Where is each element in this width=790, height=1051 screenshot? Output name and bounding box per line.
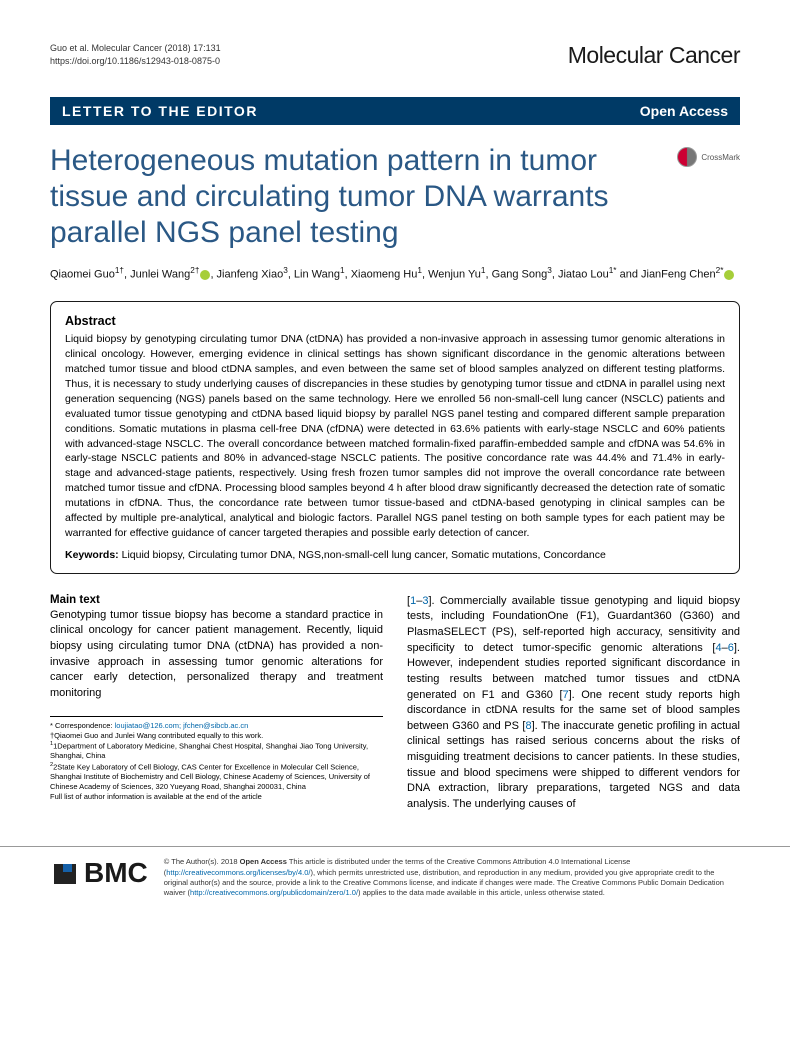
correspondence-emails[interactable]: loujiatao@126.com; jfchen@sibcb.ac.cn (115, 721, 249, 730)
doi-text: https://doi.org/10.1186/s12943-018-0875-… (50, 55, 221, 68)
abstract-text: Liquid biopsy by genotyping circulating … (65, 332, 725, 541)
journal-logo: Molecular Cancer (568, 42, 740, 69)
affiliation-2: 22State Key Laboratory of Cell Biology, … (50, 762, 383, 793)
orcid-icon[interactable] (724, 270, 734, 280)
keywords-text: Liquid biopsy, Circulating tumor DNA, NG… (122, 549, 606, 561)
open-access-label: Open Access (640, 103, 728, 119)
open-access-bold: Open Access (240, 857, 287, 866)
orcid-icon[interactable] (200, 270, 210, 280)
bmc-mark-icon (50, 858, 80, 888)
correspondence-footer: * Correspondence: loujiatao@126.com; jfc… (50, 716, 383, 803)
column-right: [1–3]. Commercially available tissue gen… (407, 594, 740, 813)
article-title: Heterogeneous mutation pattern in tumor … (50, 143, 677, 251)
correspondence-line: * Correspondence: loujiatao@126.com; jfc… (50, 721, 383, 731)
keywords-label: Keywords: (65, 549, 119, 561)
license-bar: BMC © The Author(s). 2018 Open Access Th… (0, 846, 790, 918)
abstract-heading: Abstract (65, 314, 725, 328)
equal-contribution: †Qiaomei Guo and Junlei Wang contributed… (50, 731, 383, 741)
body-columns: Main text Genotyping tumor tissue biopsy… (50, 594, 740, 813)
citation-block: Guo et al. Molecular Cancer (2018) 17:13… (50, 42, 221, 67)
abstract-box: Abstract Liquid biopsy by genotyping cir… (50, 301, 740, 574)
main-text-col1: Genotyping tumor tissue biopsy has becom… (50, 608, 383, 702)
cc0-link[interactable]: http://creativecommons.org/publicdomain/… (190, 888, 358, 897)
license-text: © The Author(s). 2018 Open Access This a… (164, 857, 740, 898)
cc-by-link[interactable]: http://creativecommons.org/licenses/by/4… (166, 868, 310, 877)
bmc-logo: BMC (50, 857, 148, 889)
article-type-label: LETTER TO THE EDITOR (62, 103, 258, 119)
column-left: Main text Genotyping tumor tissue biopsy… (50, 594, 383, 813)
keywords-line: Keywords: Liquid biopsy, Circulating tum… (65, 549, 725, 561)
crossmark-icon (677, 147, 697, 167)
header-top: Guo et al. Molecular Cancer (2018) 17:13… (50, 42, 740, 69)
bmc-text: BMC (84, 857, 148, 889)
author-list: Qiaomei Guo1†, Junlei Wang2†, Jianfeng X… (50, 265, 740, 283)
citation-text: Guo et al. Molecular Cancer (2018) 17:13… (50, 42, 221, 55)
crossmark-badge[interactable]: CrossMark (677, 147, 740, 167)
crossmark-label: CrossMark (701, 153, 740, 162)
full-author-list-note: Full list of author information is avail… (50, 792, 383, 802)
affiliation-1: 11Department of Laboratory Medicine, Sha… (50, 741, 383, 762)
article-type-banner: LETTER TO THE EDITOR Open Access (50, 97, 740, 125)
main-text-heading: Main text (50, 594, 383, 606)
main-text-col2: [1–3]. Commercially available tissue gen… (407, 594, 740, 813)
